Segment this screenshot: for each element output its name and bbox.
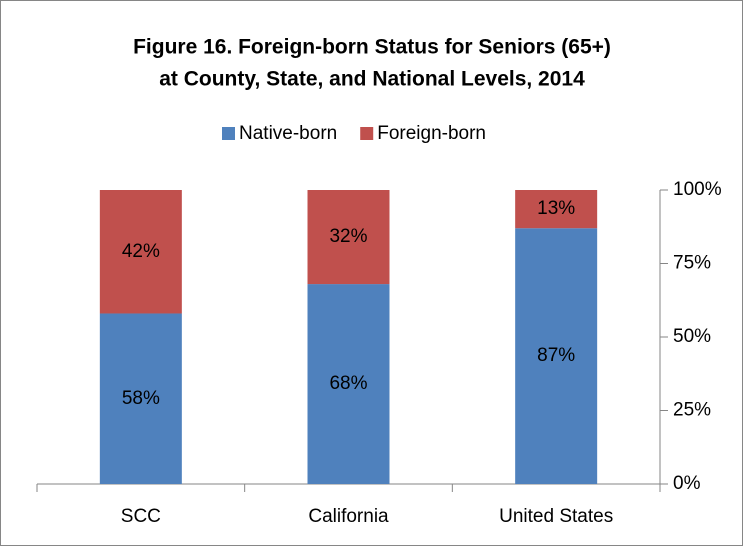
bar-segment [515, 190, 598, 229]
legend-label: Foreign-born [377, 123, 486, 144]
x-tick-label: United States [499, 506, 613, 527]
x-tick-label: California [308, 506, 389, 527]
bar-segment [515, 228, 598, 484]
data-label: 87% [537, 345, 575, 366]
bar-segment [99, 190, 182, 314]
bar-segment [307, 190, 390, 285]
x-tick-label: SCC [121, 506, 161, 527]
legend-swatch [360, 127, 374, 140]
legend-label: Native-born [239, 123, 337, 144]
data-label: 32% [329, 226, 367, 247]
data-label: 68% [329, 373, 367, 394]
bar-segment [99, 313, 182, 484]
y-tick-label: 25% [673, 400, 711, 421]
data-label: 42% [122, 241, 160, 262]
y-tick-label: 0% [673, 473, 701, 494]
data-label: 58% [122, 388, 160, 409]
y-tick-label: 75% [673, 253, 711, 274]
legend-swatch [222, 127, 235, 140]
chart-title: at County, State, and National Levels, 2… [159, 68, 585, 91]
y-tick-label: 100% [673, 179, 722, 200]
y-tick-label: 50% [673, 326, 711, 347]
chart-title: Figure 16. Foreign-born Status for Senio… [133, 36, 611, 59]
bar-segment [307, 284, 390, 484]
data-label: 13% [537, 198, 575, 219]
